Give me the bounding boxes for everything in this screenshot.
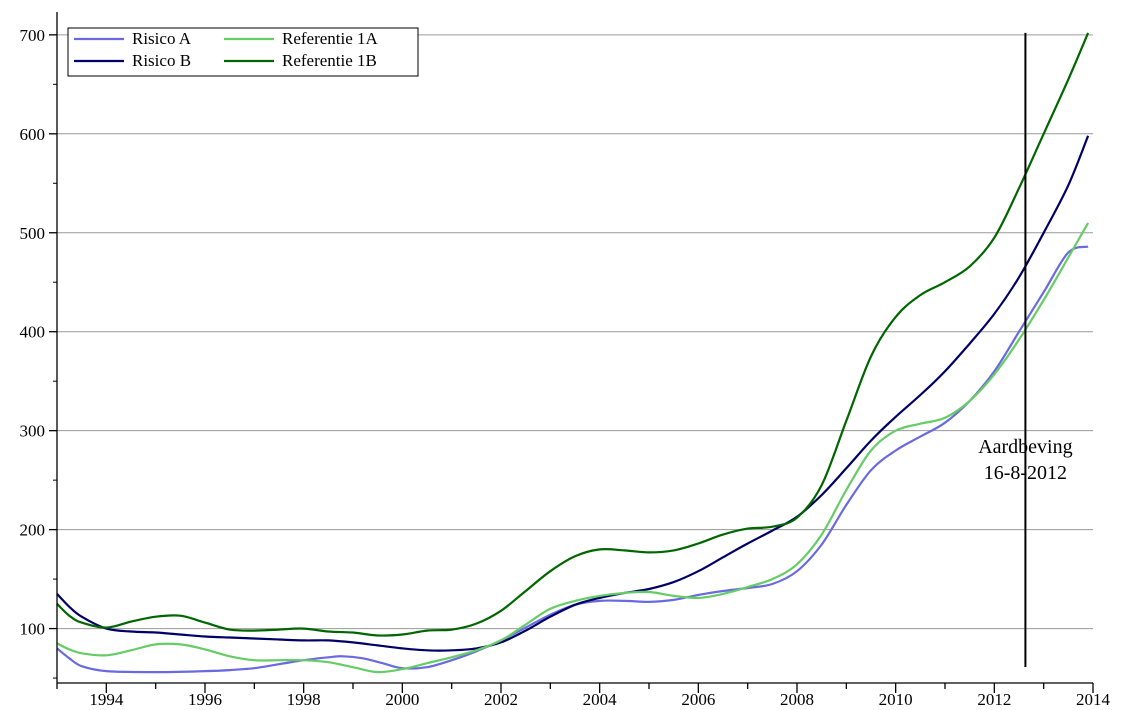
- annotation: Aardbeving 16-8-2012: [978, 32, 1073, 667]
- x-tick-label-1998: 1998: [287, 690, 321, 709]
- legend-box: [67, 27, 419, 77]
- series-line-2: [56, 135, 1090, 652]
- legend: Risico A Risico B Referentie 1A Referentie …: [67, 27, 419, 77]
- axes: 100 200 300 400 500 600 700 1994 1996 1998 2000 200…: [20, 12, 1111, 709]
- x-tick-label-2002: 2002: [484, 690, 518, 709]
- x-tick-label-2008: 2008: [780, 690, 814, 709]
- series-line-1: [56, 245, 1089, 674]
- series-line-4: [56, 32, 1090, 637]
- legend-label-4: Referentie 1B: [282, 51, 377, 70]
- y-tick-label-600: 600: [20, 125, 46, 144]
- series-line-3: [56, 222, 1090, 674]
- x-tick-label-2006: 2006: [681, 690, 715, 709]
- y-tick-label-500: 500: [20, 224, 46, 243]
- x-tick-label-2012: 2012: [977, 690, 1011, 709]
- x-tick-label-2000: 2000: [385, 690, 419, 709]
- y-tick-label-700: 700: [20, 26, 46, 45]
- y-tick-label-400: 400: [20, 323, 46, 342]
- annotation-label-line2: 16-8-2012: [984, 462, 1067, 484]
- x-tick-label-2014: 2014: [1076, 690, 1111, 709]
- x-tick-label-1996: 1996: [188, 690, 222, 709]
- x-tick-label-2004: 2004: [583, 690, 618, 709]
- annotation-label-line1: Aardbeving: [978, 436, 1072, 458]
- x-tick-label-1994: 1994: [89, 690, 124, 709]
- legend-label-2: Risico B: [132, 51, 191, 70]
- legend-label-3: Referentie 1A: [282, 29, 379, 48]
- y-tick-label-100: 100: [20, 620, 46, 639]
- x-tick-label-2010: 2010: [879, 690, 913, 709]
- y-tick-label-200: 200: [20, 521, 46, 540]
- series-lines: [56, 32, 1090, 674]
- y-tick-label-300: 300: [20, 422, 46, 441]
- gridlines: [57, 34, 1093, 630]
- legend-label-1: Risico A: [132, 29, 192, 48]
